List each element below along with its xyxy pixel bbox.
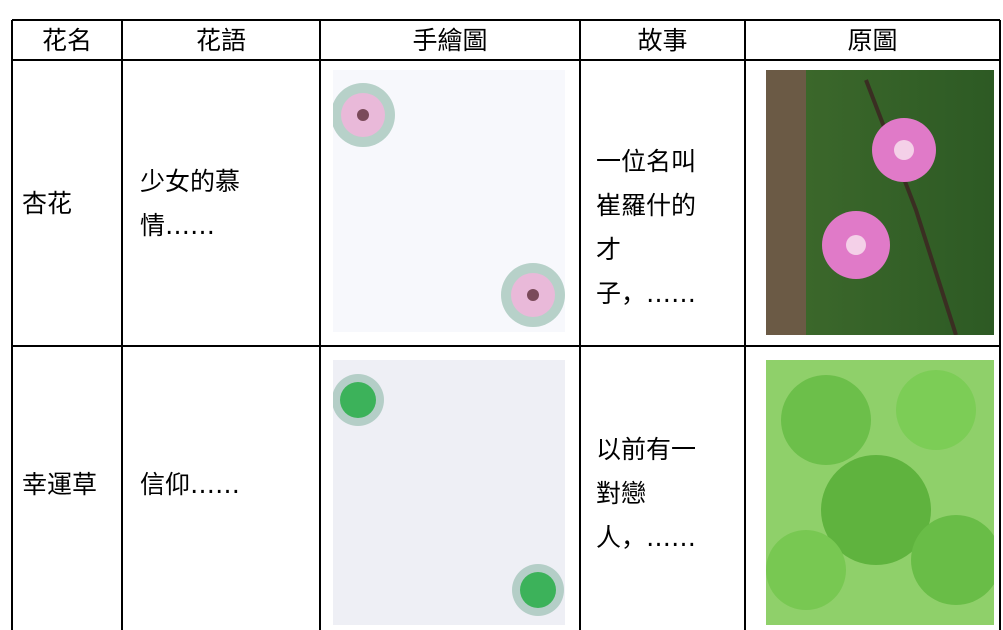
table-border	[12, 19, 1000, 21]
flower-name: 幸運草	[22, 470, 98, 499]
table-border	[579, 20, 581, 630]
header-cell: 花語	[195, 26, 246, 55]
header-cell: 花名	[41, 26, 92, 55]
photo	[766, 360, 994, 625]
flower-name: 杏花	[22, 189, 73, 218]
header-cell: 原圖	[847, 26, 898, 55]
flower-meaning: 信仰……	[140, 470, 241, 499]
table-border	[121, 20, 123, 630]
flower-story: 一位名叫崔羅什的才子，……	[596, 147, 697, 308]
header-cell: 手繪圖	[412, 26, 488, 55]
table-border	[744, 20, 746, 630]
flower-meaning: 少女的慕情……	[140, 167, 241, 240]
table-border	[11, 20, 13, 630]
hand-drawing	[333, 360, 565, 625]
table-border	[12, 59, 1000, 61]
photo	[766, 70, 994, 335]
table-border	[319, 20, 321, 630]
header-cell: 故事	[637, 26, 688, 55]
table-border	[12, 345, 1000, 347]
hand-drawing	[333, 70, 565, 332]
table-border	[999, 20, 1001, 630]
flower-story: 以前有一對戀人，……	[596, 435, 697, 552]
